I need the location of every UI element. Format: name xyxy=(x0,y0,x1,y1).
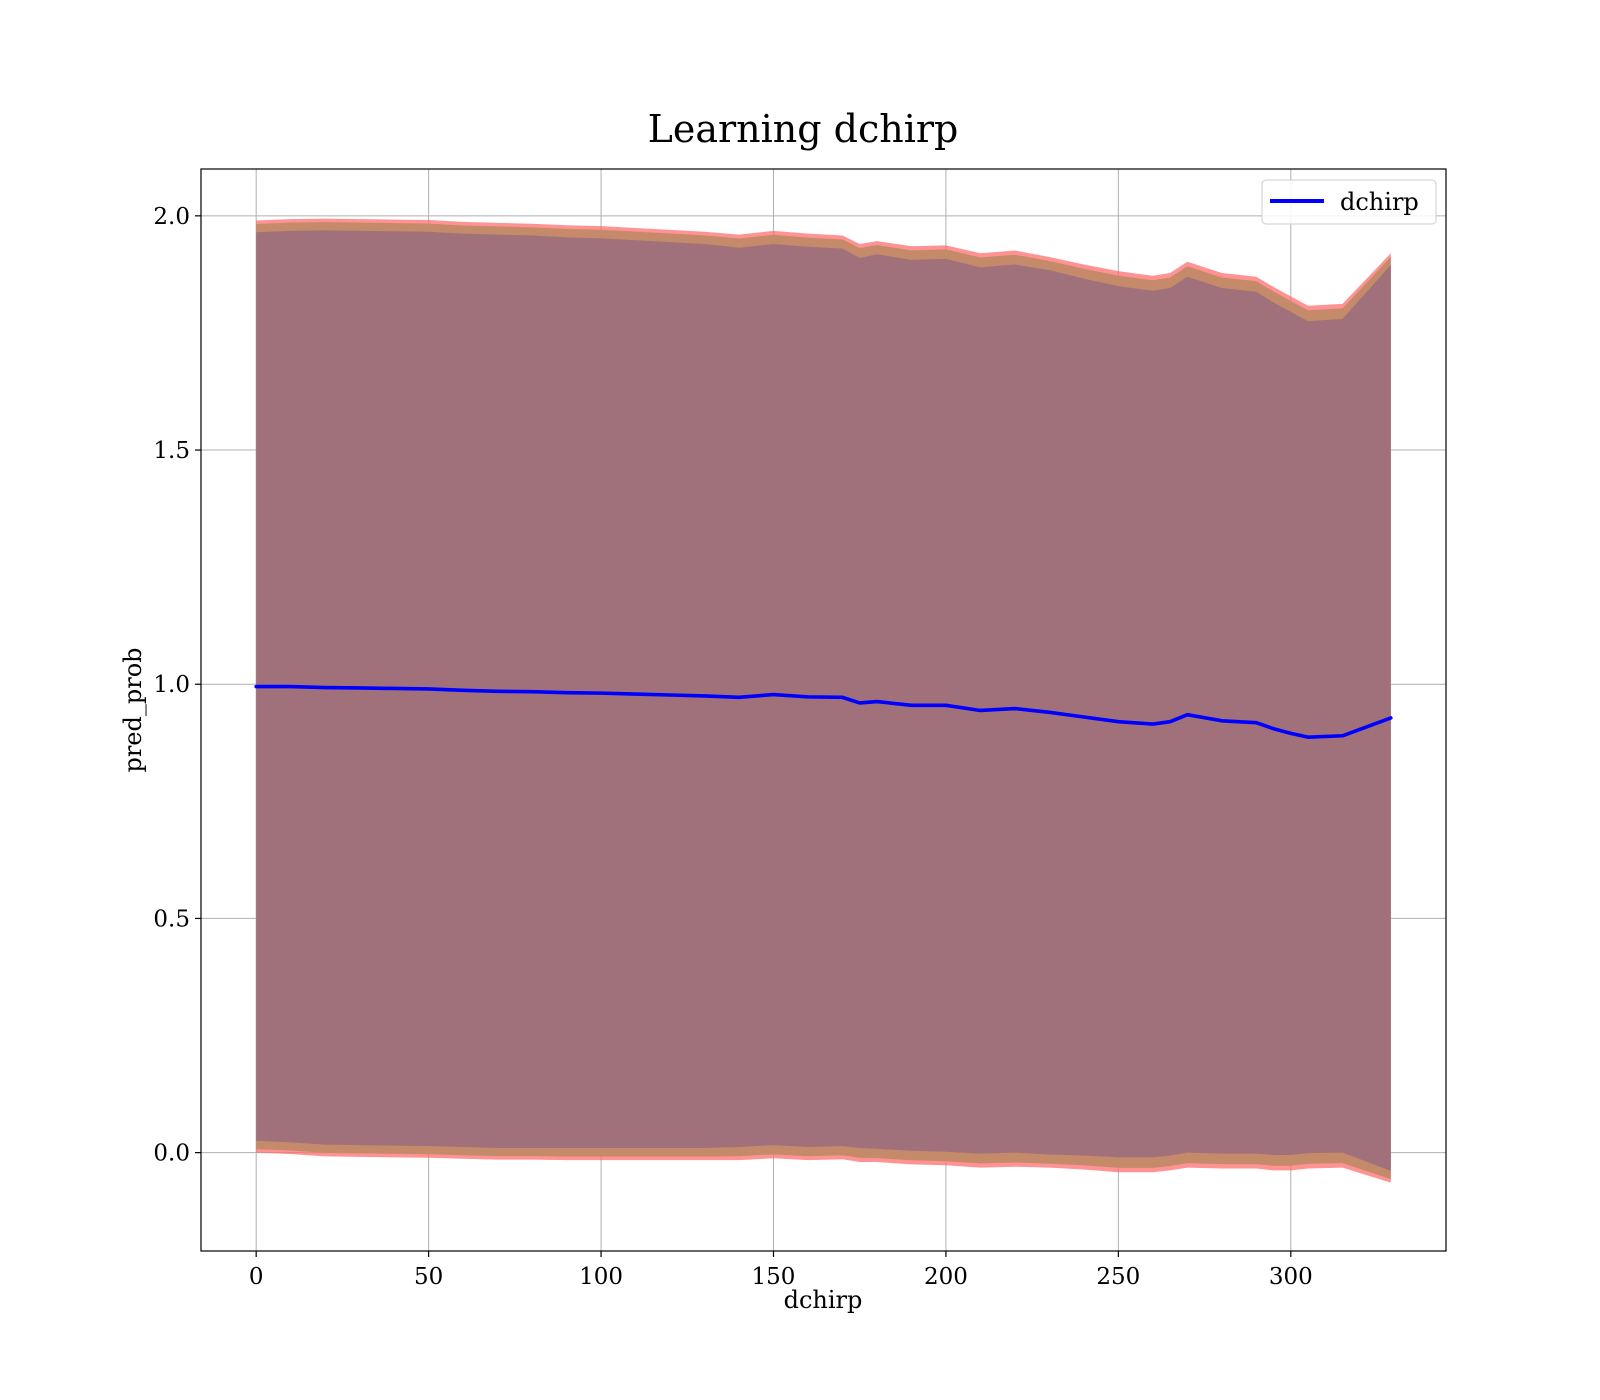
chart-title: Learning dchirp xyxy=(648,107,959,151)
y-tick-label: 2.0 xyxy=(153,204,190,230)
confidence-bands xyxy=(256,218,1391,1183)
y-tick-label: 0.5 xyxy=(153,906,190,932)
legend: dchirp xyxy=(1261,179,1437,225)
x-axis-label: dchirp xyxy=(784,1286,863,1314)
series-lines xyxy=(254,684,1393,739)
inner-band xyxy=(256,230,1391,1171)
y-tick-label: 1.0 xyxy=(153,672,190,698)
series-line-dchirp xyxy=(254,684,1393,739)
x-tick-label: 0 xyxy=(249,1264,264,1290)
x-tick-label: 50 xyxy=(414,1264,443,1290)
y-tick-label: 1.5 xyxy=(153,438,190,464)
x-tick-label: 250 xyxy=(1096,1264,1140,1290)
plot-frame xyxy=(200,168,1447,1252)
x-tick-label: 150 xyxy=(752,1264,796,1290)
legend-box xyxy=(1261,179,1437,225)
x-tick-label: 100 xyxy=(579,1264,623,1290)
y-axis-label: pred_prob xyxy=(119,647,147,772)
x-tick-label: 200 xyxy=(924,1264,968,1290)
x-tick-label: 300 xyxy=(1269,1264,1313,1290)
x-ticks: 0 50 100 150 200 250 300 xyxy=(249,1251,1313,1290)
legend-label-dchirp: dchirp xyxy=(1340,188,1419,216)
y-tick-label: 0.0 xyxy=(153,1141,190,1167)
y-ticks: 0.0 0.5 1.0 1.5 2.0 xyxy=(153,204,201,1167)
